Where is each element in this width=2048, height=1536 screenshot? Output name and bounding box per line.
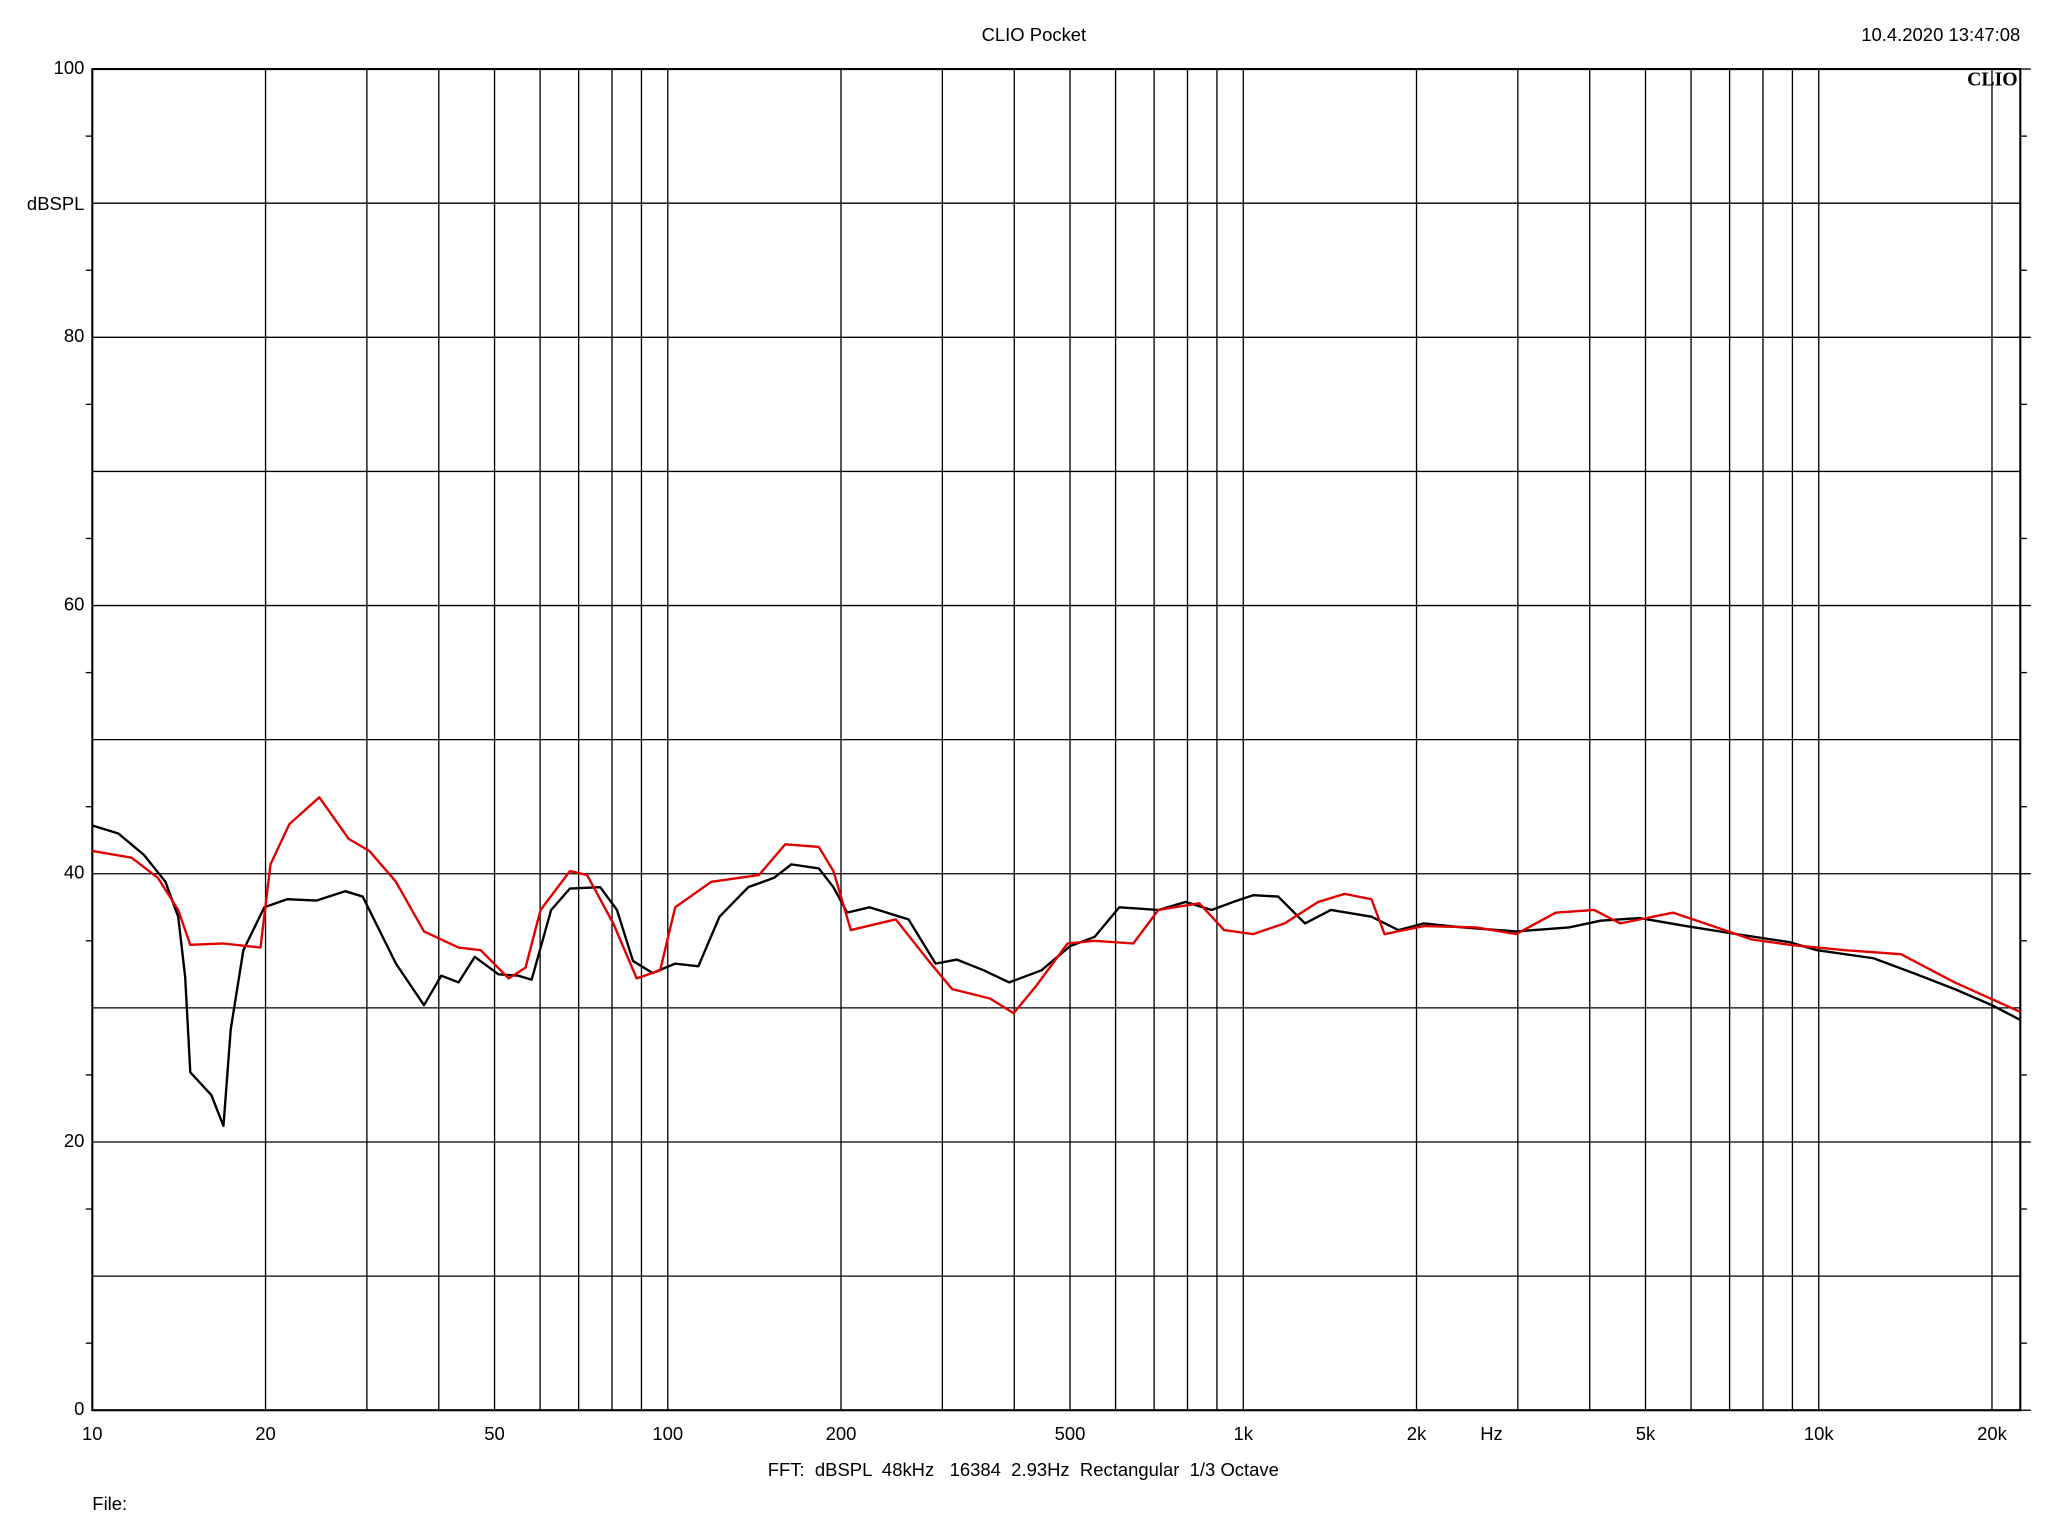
plot-frame [91,68,2022,1412]
series-line [91,824,2021,1128]
x-tick-label: 5k [1636,1423,1656,1444]
x-tick-label: 20k [1977,1423,2008,1444]
x-tick-label: 20 [255,1423,276,1444]
x-tick-label: 2k [1407,1423,1427,1444]
timestamp: 10.4.2020 13:47:08 [1861,24,2020,45]
y-tick-label: 100 [54,57,85,78]
x-tick-label: 200 [826,1423,857,1444]
x-tick-label: 500 [1055,1423,1086,1444]
y-axis-label: dBSPL [27,193,84,214]
x-tick-label: 10 [82,1423,103,1444]
x-tick-label: 1k [1234,1423,1254,1444]
y-tick-label: 40 [64,862,85,883]
footer: FFT: dBSPL 48kHz 16384 2.93Hz Rectangula… [768,1459,1279,1480]
y-tick-label: 80 [64,325,85,346]
file-label: File: [92,1493,127,1514]
series-line [92,796,2021,1015]
x-tick-label: 100 [652,1423,683,1444]
y-tick-label: 0 [74,1398,84,1419]
x-tick-label: 50 [484,1423,505,1444]
y-tick-label: 60 [64,593,85,614]
chart-title: CLIO Pocket [982,24,1087,45]
x-tick-label: 10k [1804,1423,1835,1444]
y-tick-label: 20 [64,1130,85,1151]
x-axis-label: Hz [1480,1423,1503,1444]
